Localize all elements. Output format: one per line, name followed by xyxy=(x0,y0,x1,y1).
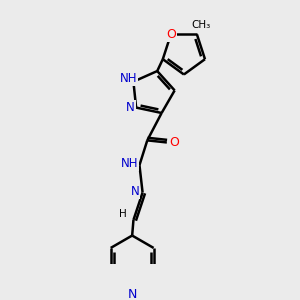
Text: O: O xyxy=(166,28,176,41)
Text: NH: NH xyxy=(120,72,137,85)
Text: N: N xyxy=(130,185,139,198)
Text: H: H xyxy=(119,209,127,219)
Text: CH₃: CH₃ xyxy=(191,20,211,30)
Text: N: N xyxy=(126,101,135,114)
Text: O: O xyxy=(169,136,179,149)
Text: N: N xyxy=(128,288,137,300)
Text: NH: NH xyxy=(121,157,138,169)
